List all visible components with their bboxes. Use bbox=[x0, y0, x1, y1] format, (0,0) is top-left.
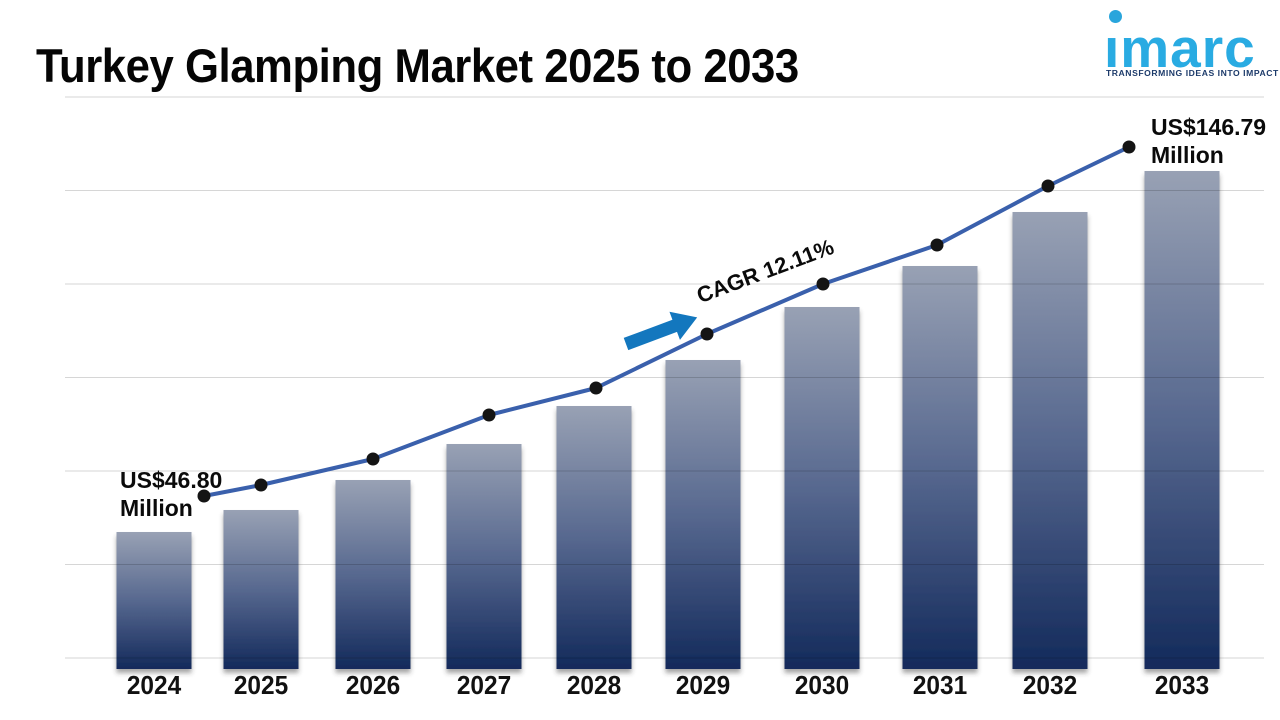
bar-2029 bbox=[665, 360, 741, 669]
x-axis-label-2025: 2025 bbox=[233, 670, 289, 700]
marker-2032 bbox=[1041, 179, 1055, 193]
x-axis-label-2024: 2024 bbox=[126, 670, 182, 700]
start-value-line1: US$46.80 bbox=[120, 467, 223, 493]
marker-2029 bbox=[700, 327, 714, 341]
x-axis-label-2031: 2031 bbox=[912, 670, 968, 700]
bar-2028 bbox=[556, 406, 632, 669]
gridlines-group bbox=[65, 96, 1264, 659]
end-value-line2: Million bbox=[1151, 142, 1224, 168]
marker-2033 bbox=[1122, 140, 1136, 154]
bar-2030 bbox=[784, 307, 860, 669]
marker-2025 bbox=[254, 478, 268, 492]
x-axis-label-2026: 2026 bbox=[345, 670, 401, 700]
bar-2024 bbox=[116, 532, 192, 669]
bar-2033 bbox=[1144, 171, 1220, 669]
end-value-label: US$146.79 Million bbox=[1151, 113, 1266, 169]
marker-2027 bbox=[482, 408, 496, 422]
marker-2031 bbox=[930, 238, 944, 252]
bar-2032 bbox=[1012, 212, 1088, 669]
bar-2027 bbox=[446, 444, 522, 669]
bar-2026 bbox=[335, 480, 411, 669]
trend-line bbox=[202, 145, 1131, 498]
logo-wordmark: ımarc bbox=[1104, 17, 1256, 79]
marker-2024 bbox=[197, 489, 211, 503]
x-axis-label-2032: 2032 bbox=[1022, 670, 1078, 700]
imarc-logo: ımarc TRANSFORMING IDEAS INTO IMPACT bbox=[1104, 4, 1278, 84]
bar-2031 bbox=[902, 266, 978, 669]
x-axis-label-2030: 2030 bbox=[794, 670, 850, 700]
bars-group bbox=[116, 171, 1220, 669]
x-axis-label-2029: 2029 bbox=[675, 670, 731, 700]
x-axis-label-2028: 2028 bbox=[566, 670, 622, 700]
x-axis-label-2033: 2033 bbox=[1154, 670, 1210, 700]
marker-2026 bbox=[366, 452, 380, 466]
marker-2028 bbox=[589, 381, 603, 395]
end-value-line1: US$146.79 bbox=[1151, 114, 1267, 140]
growth-arrow-icon bbox=[623, 311, 698, 351]
start-value-line2: Million bbox=[120, 495, 193, 521]
markers-group bbox=[197, 140, 1136, 503]
logo-i-dot-icon bbox=[1109, 10, 1122, 23]
x-axis-label-2027: 2027 bbox=[456, 670, 512, 700]
page-title: Turkey Glamping Market 2025 to 2033 bbox=[36, 39, 799, 92]
start-value-label: US$46.80 Million bbox=[120, 466, 222, 522]
marker-2030 bbox=[816, 277, 830, 291]
logo-tagline: TRANSFORMING IDEAS INTO IMPACT bbox=[1106, 68, 1279, 78]
bar-2025 bbox=[223, 510, 299, 669]
